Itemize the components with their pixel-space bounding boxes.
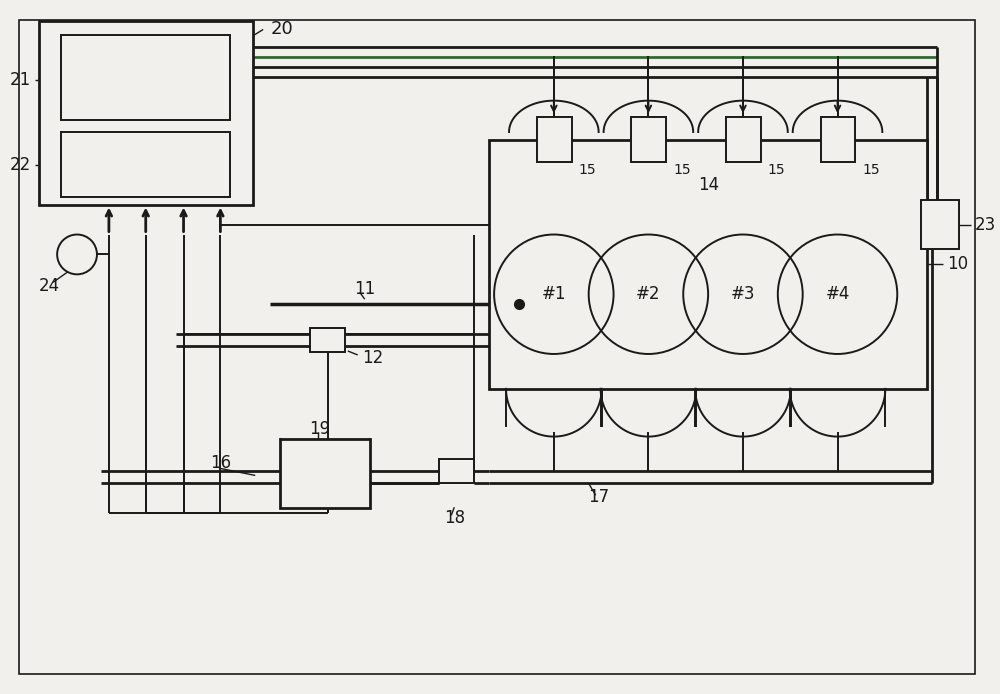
Text: #2: #2 (636, 285, 661, 303)
Bar (280, 439, 370, 508)
Text: 18: 18 (444, 509, 465, 527)
Text: 23: 23 (975, 216, 996, 234)
Text: 22: 22 (10, 156, 31, 174)
Text: 10: 10 (947, 255, 968, 273)
Bar (310, 328, 345, 352)
Text: 14: 14 (698, 176, 719, 194)
Bar (489, 140, 927, 389)
Bar (439, 459, 474, 484)
Text: 20: 20 (270, 20, 293, 38)
Text: 21: 21 (10, 71, 31, 90)
Bar (61, 132, 230, 196)
Text: 15: 15 (862, 163, 880, 177)
Bar (921, 200, 959, 249)
Bar (726, 117, 761, 162)
Text: 12: 12 (362, 349, 383, 367)
Text: 17: 17 (588, 489, 609, 507)
Bar (631, 117, 666, 162)
Bar (39, 21, 253, 205)
Bar (537, 117, 572, 162)
Text: 15: 15 (579, 163, 596, 177)
Text: 24: 24 (39, 278, 60, 295)
Bar (61, 35, 230, 120)
Text: 15: 15 (673, 163, 691, 177)
Text: 11: 11 (354, 280, 375, 298)
Bar (821, 117, 855, 162)
Text: 16: 16 (210, 455, 231, 473)
Text: #4: #4 (825, 285, 850, 303)
Text: #3: #3 (731, 285, 755, 303)
Text: 15: 15 (768, 163, 785, 177)
Text: #1: #1 (542, 285, 566, 303)
Text: 13: 13 (529, 280, 550, 298)
Text: 19: 19 (309, 420, 330, 438)
